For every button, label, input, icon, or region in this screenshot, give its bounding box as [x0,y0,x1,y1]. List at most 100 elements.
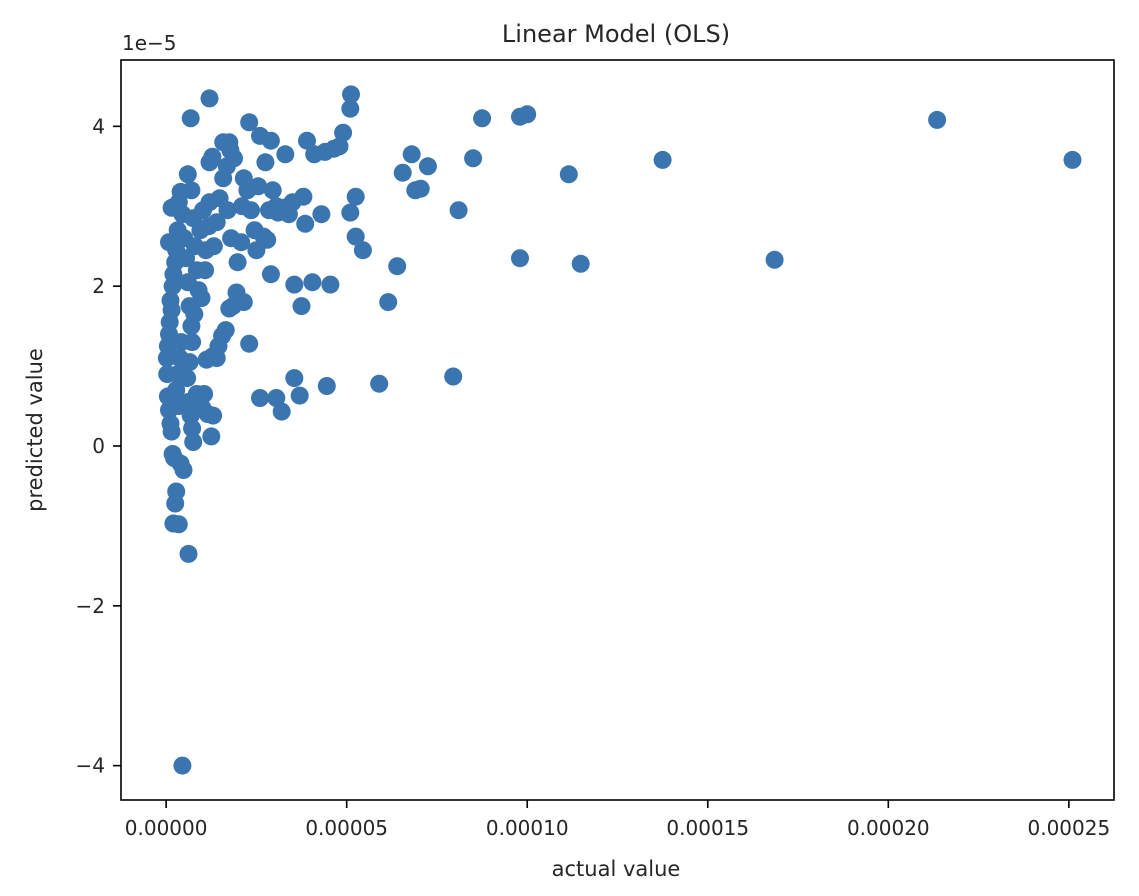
scatter-point [183,419,202,438]
scatter-point [185,305,204,324]
scatter-point [928,110,947,129]
scatter-point [179,544,198,563]
plot-area-frame [120,59,1115,801]
scatter-point [464,149,483,168]
scatter-point [388,257,407,276]
scatter-point [254,227,273,246]
scatter-point [204,406,223,425]
scatter-point [181,109,200,128]
x-axis-title: actual value [552,857,681,881]
scatter-point [163,445,182,463]
scatter-point [161,414,180,433]
y-axis-title: predicted value [23,348,47,512]
scatter-point [218,201,237,220]
scatter-point [330,137,349,156]
scatter-point [207,213,226,232]
scatter-point [285,275,304,294]
scatter-point [261,131,280,150]
scatter-point [559,165,578,184]
scatter-point [182,181,201,200]
y-tick-label: −4 [76,754,105,778]
x-tick-label: 0.00025 [1028,816,1111,840]
scatter-point [1063,150,1082,169]
y-tick-label: −2 [76,594,105,618]
scatter-point [290,386,309,405]
scatter-point [473,109,492,128]
x-tick-label: 0.00020 [847,816,930,840]
y-offset-label: 1e−5 [122,31,177,55]
scatter-point [261,265,280,284]
x-tick-label: 0.00015 [666,816,749,840]
scatter-point [180,353,199,372]
scatter-point [196,261,215,280]
scatter-point [321,275,340,294]
scatter-point [200,89,219,108]
scatter-point [214,133,233,152]
scatter-point [653,150,672,169]
scatter-point [511,249,529,268]
scatter-point [276,145,295,164]
scatter-point [342,85,360,104]
scatter-point [379,293,398,312]
scatter-point [167,381,186,399]
scatter-point [298,131,316,150]
scatter-point [263,181,282,200]
scatter-point [334,123,353,142]
scatter-point [449,201,468,220]
y-tick-label: 4 [92,114,105,138]
scatter-point [346,227,365,246]
scatter-point [164,514,183,533]
scatter-point [418,157,437,176]
y-tick-label: 0 [92,434,105,458]
scatter-point [242,201,260,220]
scatter-point [411,179,430,198]
scatter-point [251,389,269,407]
scatter-point [272,402,291,421]
scatter-point [178,369,197,388]
scatter-point [292,297,311,316]
scatter-point [353,241,372,260]
x-tick-label: 0.00000 [125,816,208,840]
scatter-point [402,145,421,164]
scatter-point [183,333,202,352]
scatter-point [312,205,331,224]
scatter-point [203,147,222,166]
scatter-point [173,756,192,775]
scatter-point [285,369,304,388]
scatter-point [341,99,360,118]
scatter-point [444,367,463,386]
scatter-point [256,153,275,172]
scatter-point [178,165,197,184]
x-tick-label: 0.00005 [305,816,388,840]
scatter-point [249,177,268,196]
scatter-point [228,253,247,272]
scatter-point [296,214,315,233]
scatter-point [192,289,211,308]
scatter-point [234,293,253,312]
scatter-point [393,163,412,182]
scatter-point [267,389,286,407]
scatter-point [204,237,223,256]
scatter-point [184,433,203,451]
scatter-point [294,187,313,206]
scatter-point [370,374,389,393]
scatter-point [232,233,251,252]
scatter-point [765,250,784,269]
scatter-point [240,113,259,132]
data-points [157,85,1082,775]
y-axis-ticks: −4 −2 0 2 4 [76,114,121,778]
scatter-point [571,254,590,273]
scatter-point [317,377,336,395]
scatter-point [346,187,365,206]
scatter-point [195,385,214,403]
scatter-point [518,105,537,124]
scatter-point [225,149,243,168]
scatter-point [216,321,235,340]
scatter-point [202,427,221,446]
x-tick-label: 0.00010 [486,816,569,840]
y-tick-label: 2 [92,274,105,298]
scatter-point [161,291,180,310]
chart-title: Linear Model (OLS) [502,20,730,48]
x-axis-ticks: 0.00000 0.00005 0.00010 0.00015 0.00020 0.000… [125,800,1110,840]
